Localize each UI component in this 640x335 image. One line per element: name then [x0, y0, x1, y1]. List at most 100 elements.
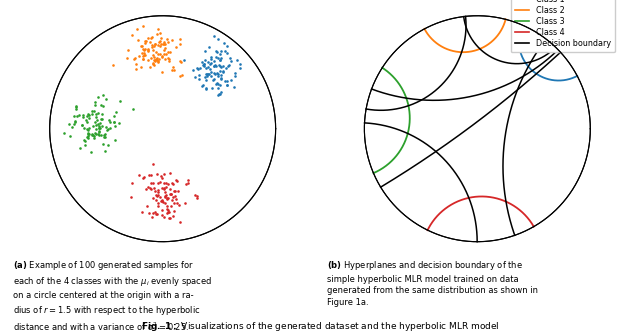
- Point: [83, 134, 93, 139]
- Point: [168, 213, 178, 219]
- Point: [212, 49, 222, 55]
- Point: [156, 198, 166, 204]
- Point: [220, 78, 230, 83]
- Point: [94, 126, 104, 131]
- Point: [95, 126, 105, 131]
- Point: [143, 46, 153, 52]
- Point: [77, 114, 88, 120]
- Point: [109, 119, 119, 124]
- Point: [65, 133, 75, 138]
- Point: [156, 173, 166, 179]
- Point: [100, 131, 110, 136]
- Point: [162, 36, 172, 42]
- Point: [110, 138, 120, 143]
- Point: [205, 66, 215, 71]
- Point: [225, 56, 235, 61]
- Point: [212, 37, 223, 42]
- Point: [84, 113, 94, 118]
- Point: [206, 70, 216, 75]
- Point: [164, 57, 175, 62]
- Point: [137, 210, 147, 215]
- Point: [159, 185, 170, 191]
- Point: [157, 212, 167, 218]
- Point: [142, 203, 152, 209]
- Point: [166, 192, 176, 197]
- Point: [214, 83, 225, 88]
- Point: [83, 128, 93, 133]
- Point: [150, 59, 160, 64]
- Point: [202, 73, 212, 79]
- Point: [96, 116, 106, 122]
- Point: [138, 46, 148, 52]
- Point: [152, 56, 162, 61]
- Point: [159, 42, 169, 47]
- Point: [157, 53, 167, 58]
- Point: [131, 61, 141, 66]
- Point: [214, 51, 225, 56]
- Point: [90, 120, 100, 125]
- Point: [80, 143, 90, 148]
- Point: [97, 111, 108, 116]
- Point: [151, 49, 161, 54]
- Point: [166, 37, 177, 43]
- Point: [147, 181, 157, 186]
- Point: [162, 196, 172, 201]
- Point: [151, 197, 161, 202]
- Point: [88, 133, 99, 139]
- Point: [211, 82, 221, 87]
- Point: [70, 120, 80, 125]
- Point: [90, 99, 100, 105]
- Point: [215, 58, 225, 63]
- Point: [89, 135, 99, 141]
- Point: [167, 180, 177, 186]
- Point: [163, 195, 173, 200]
- Point: [155, 30, 165, 36]
- Point: [144, 172, 154, 177]
- Point: [155, 43, 165, 48]
- Point: [138, 53, 148, 59]
- Point: [164, 58, 175, 63]
- Point: [134, 173, 144, 178]
- Point: [144, 210, 154, 215]
- Point: [215, 57, 225, 62]
- Point: [152, 211, 163, 217]
- Point: [82, 120, 92, 125]
- Point: [145, 65, 156, 70]
- Point: [162, 210, 172, 216]
- Point: [153, 26, 163, 31]
- Point: [188, 68, 198, 73]
- Point: [93, 132, 103, 137]
- Point: [72, 106, 82, 112]
- Point: [161, 185, 172, 190]
- Point: [104, 117, 115, 123]
- Point: [99, 132, 109, 137]
- Point: [216, 64, 226, 69]
- Point: [98, 104, 108, 109]
- Point: [115, 98, 125, 104]
- Point: [159, 186, 169, 192]
- Point: [170, 193, 180, 198]
- Point: [163, 196, 173, 201]
- Point: [140, 41, 150, 46]
- Point: [159, 45, 170, 51]
- Point: [108, 62, 118, 67]
- Point: [168, 201, 179, 206]
- Point: [83, 111, 93, 116]
- Point: [200, 85, 211, 90]
- Point: [229, 85, 239, 90]
- Point: [159, 51, 170, 57]
- Point: [215, 63, 225, 68]
- Point: [149, 57, 159, 63]
- Point: [209, 64, 220, 69]
- Point: [86, 112, 97, 117]
- Point: [70, 105, 81, 110]
- Point: [91, 111, 101, 116]
- Point: [159, 214, 169, 220]
- Point: [105, 126, 115, 131]
- Point: [64, 122, 74, 127]
- Point: [204, 64, 214, 70]
- Point: [158, 42, 168, 47]
- Point: [97, 123, 107, 128]
- Point: [157, 198, 167, 204]
- Text: $\mathbf{(b)}$ Hyperplanes and decision boundary of the
simple hyperbolic MLR mo: $\mathbf{(b)}$ Hyperplanes and decision …: [328, 259, 538, 307]
